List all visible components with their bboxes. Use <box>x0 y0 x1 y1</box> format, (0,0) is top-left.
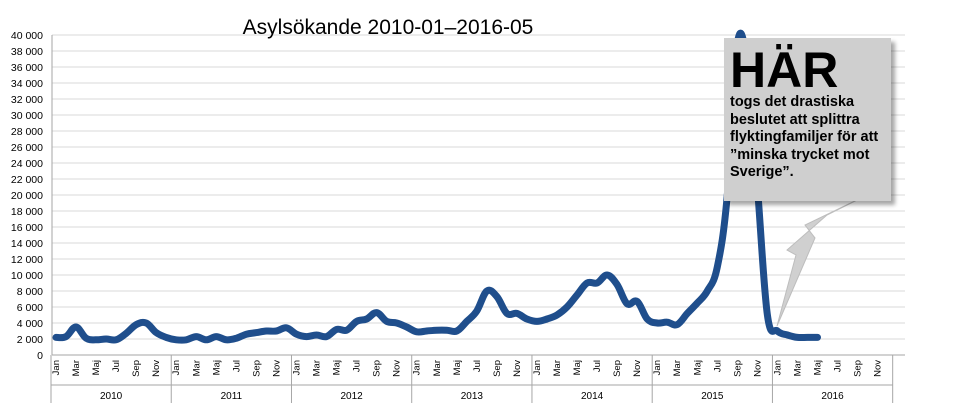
y-tick-label: 36 000 <box>11 62 43 74</box>
x-tick-label: Jan <box>51 360 62 375</box>
y-tick-label: 32 000 <box>11 94 43 106</box>
x-tick-label: Jul <box>231 360 242 372</box>
y-tick-label: 6 000 <box>17 302 43 314</box>
y-tick-label: 0 <box>37 350 43 362</box>
x-tick-label: Jan <box>412 360 423 375</box>
x-tick-label: Maj <box>813 360 824 375</box>
x-tick-label: Mar <box>552 360 563 376</box>
year-label: 2010 <box>100 391 123 402</box>
y-tick-label: 26 000 <box>11 142 43 154</box>
x-axis-ticks: Jan Mar Maj Jul Sep Nov 2010 Jan Mar Maj Jul Sep Nov… <box>50 355 894 403</box>
x-tick-label: Mar <box>312 360 323 376</box>
x-tick-label: Maj <box>211 360 222 375</box>
y-tick-label: 4 000 <box>17 318 43 330</box>
annotation-callout: HÄR togs det drastiska beslutet att spli… <box>724 38 891 201</box>
x-tick-label: Jul <box>352 360 363 372</box>
x-tick-label: Sep <box>612 360 623 377</box>
x-tick-label: Nov <box>271 360 282 377</box>
x-tick-label: Mar <box>792 360 803 376</box>
chart-title: Asylsökande 2010-01–2016-05 <box>243 16 534 39</box>
x-tick-label: Jan <box>171 360 182 375</box>
x-tick-label: Jan <box>291 360 302 375</box>
y-tick-label: 24 000 <box>11 158 43 170</box>
x-tick-label: Jul <box>833 360 844 372</box>
callout-text: togs det drastiska beslutet att splittra… <box>730 94 879 180</box>
x-tick-label: Nov <box>873 360 884 377</box>
y-tick-label: 40 000 <box>11 30 43 42</box>
y-tick-label: 14 000 <box>11 238 43 250</box>
x-tick-label: Nov <box>752 360 763 377</box>
y-tick-label: 38 000 <box>11 46 43 58</box>
y-tick-label: 8 000 <box>17 286 43 298</box>
year-label: 2011 <box>221 391 243 402</box>
x-tick-label: Jul <box>592 360 603 372</box>
y-axis-ticks: 0 2 000 4 000 6 000 8 000 10 000 12 000 14 000 1… <box>11 30 43 362</box>
year-label: 2012 <box>340 391 363 402</box>
y-tick-label: 34 000 <box>11 78 43 90</box>
x-tick-label: Nov <box>512 360 523 377</box>
x-tick-label: Maj <box>452 360 463 375</box>
x-tick-label: Jan <box>532 360 543 375</box>
year-label: 2015 <box>701 391 724 402</box>
x-tick-label: Maj <box>91 360 102 375</box>
x-tick-label: Sep <box>853 360 864 377</box>
x-tick-label: Maj <box>572 360 583 375</box>
x-tick-label: Jul <box>472 360 483 372</box>
x-tick-label: Nov <box>632 360 643 377</box>
x-tick-label: Jul <box>712 360 723 372</box>
year-label: 2016 <box>821 391 844 402</box>
x-tick-label: Jan <box>772 360 783 375</box>
x-tick-label: Mar <box>71 360 82 376</box>
x-tick-label: Sep <box>131 360 142 377</box>
callout-arrow <box>776 199 858 327</box>
x-tick-label: Mar <box>432 360 443 376</box>
y-tick-label: 16 000 <box>11 222 43 234</box>
x-tick-label: Jan <box>652 360 663 375</box>
y-tick-label: 30 000 <box>11 110 43 122</box>
x-tick-label: Nov <box>151 360 162 377</box>
callout-heading: HÄR <box>730 42 839 98</box>
year-label: 2014 <box>581 391 604 402</box>
x-tick-label: Sep <box>732 360 743 377</box>
x-tick-label: Maj <box>692 360 703 375</box>
x-tick-label: Mar <box>672 360 683 376</box>
y-tick-label: 10 000 <box>11 270 43 282</box>
y-tick-label: 22 000 <box>11 174 43 186</box>
x-tick-label: Jul <box>111 360 122 372</box>
y-tick-label: 12 000 <box>11 254 43 266</box>
y-tick-label: 18 000 <box>11 206 43 218</box>
x-tick-label: Sep <box>251 360 262 377</box>
y-tick-label: 28 000 <box>11 126 43 138</box>
series-line-asylsokande <box>52 29 821 344</box>
axes <box>51 35 905 356</box>
year-label: 2013 <box>461 391 484 402</box>
x-tick-label: Sep <box>492 360 503 377</box>
x-tick-label: Nov <box>392 360 403 377</box>
x-tick-label: Mar <box>191 360 202 376</box>
x-tick-label: Maj <box>332 360 343 375</box>
y-tick-label: 2 000 <box>17 334 43 346</box>
x-tick-label: Sep <box>372 360 383 377</box>
y-tick-label: 20 000 <box>11 190 43 202</box>
